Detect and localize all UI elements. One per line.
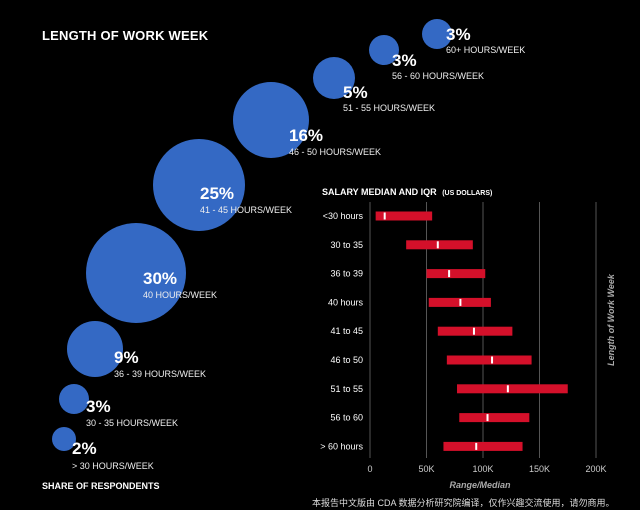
bubble-percent: 16% [289, 126, 324, 145]
y-category-label: 46 to 50 [330, 355, 363, 365]
bubble-percent: 3% [86, 397, 111, 416]
y-category-label: 51 to 55 [330, 384, 363, 394]
median-marker [475, 442, 478, 450]
salary-x-ticks: 0 50K 100K 150K 200K [367, 464, 606, 474]
bubble-percent: 5% [343, 83, 368, 102]
bubble-percent: 25% [200, 184, 235, 203]
svg-text:SALARY MEDIAN AND IQR (US: SALARY MEDIAN AND IQR (US DOLLARS) [322, 187, 492, 197]
median-marker [448, 270, 451, 278]
median-marker [491, 356, 494, 364]
y-category-label: 56 to 60 [330, 413, 363, 423]
bubble-category: 36 - 39 HOURS/WEEK [114, 369, 207, 379]
y-category-label: 30 to 35 [330, 240, 363, 250]
bubble-percent: 3% [392, 51, 417, 70]
bubble-3pct-high [422, 19, 452, 49]
iqr-bar [406, 240, 473, 250]
bubble-3pct-low [59, 384, 89, 414]
median-marker [486, 414, 489, 422]
median-marker [459, 298, 462, 306]
bubble-chart-title: LENGTH OF WORK WEEK [42, 28, 209, 43]
iqr-bar [443, 441, 523, 451]
bubble-label-16pct: 16% 46 - 50 HOURS/WEEK [289, 127, 381, 157]
bubble-percent: 2% [72, 439, 97, 458]
salary-chart-title-unit: (US DOLLARS) [442, 190, 492, 197]
iqr-bar [437, 326, 513, 336]
bubble-category: 40 HOURS/WEEK [143, 290, 218, 300]
bubble-label-2pct: 2% > 30 HOURS/WEEK [72, 440, 154, 471]
bubble-label-5pct: 5% 51 - 55 HOURS/WEEK [343, 84, 435, 113]
footnote: 本报告中文版由 CDA 数据分析研究院编译，仅作兴趣交流使用，请勿商用。 [312, 498, 615, 508]
salary-x-axis-label: Range/Median [449, 480, 511, 490]
iqr-bar [375, 211, 433, 221]
y-category-label: 41 to 45 [330, 326, 363, 336]
bubble-16pct [233, 82, 309, 158]
x-tick-label: 0 [367, 464, 372, 474]
bubble-category: 30 - 35 HOURS/WEEK [86, 418, 179, 428]
salary-rows: <30 hours 30 to 35 36 to 39 40 hours 41 to 4… [320, 211, 568, 451]
bubble-category: 60+ HOURS/WEEK [446, 45, 526, 55]
bubble-label-3pct-mid: 3% 56 - 60 HOURS/WEEK [392, 52, 484, 81]
x-tick-label: 150K [529, 464, 550, 474]
y-category-label: 36 to 39 [330, 269, 363, 279]
salary-chart-title: SALARY MEDIAN AND IQR [322, 187, 437, 197]
bubble-category: 51 - 55 HOURS/WEEK [343, 103, 436, 113]
x-tick-label: 200K [585, 464, 606, 474]
bubble-label-3pct-low: 3% 30 - 35 HOURS/WEEK [86, 398, 178, 428]
bubble-2pct [52, 427, 76, 451]
bubble-category: > 30 HOURS/WEEK [72, 461, 154, 471]
bubble-3pct-mid [369, 35, 399, 65]
iqr-bar [457, 384, 568, 394]
bubble-label-3pct-high: 3% 60+ HOURS/WEEK [446, 26, 525, 55]
median-marker [383, 212, 386, 220]
bubble-5pct [313, 57, 355, 99]
bubble-9pct [67, 321, 123, 377]
x-tick-label: 50K [418, 464, 434, 474]
bubble-category: 46 - 50 HOURS/WEEK [289, 147, 382, 157]
salary-y-axis-label: Length of Work Week [606, 273, 616, 366]
median-marker [436, 241, 439, 249]
bubble-30pct [86, 223, 186, 323]
bubble-percent: 3% [446, 25, 471, 44]
bubble-label-25pct: 25% 41 - 45 HOURS/WEEK [200, 185, 292, 215]
y-category-label: <30 hours [323, 211, 364, 221]
iqr-bar [426, 269, 486, 279]
x-tick-label: 100K [472, 464, 493, 474]
bubble-label-9pct: 9% 36 - 39 HOURS/WEEK [114, 349, 206, 379]
bubble-label-30pct: 30% 40 HOURS/WEEK [143, 270, 217, 300]
y-category-label: > 60 hours [320, 441, 363, 451]
median-marker [472, 327, 475, 335]
iqr-bar [446, 355, 532, 365]
bubble-percent: 30% [143, 269, 178, 288]
bubble-category: 41 - 45 HOURS/WEEK [200, 205, 293, 215]
bubble-percent: 9% [114, 348, 139, 367]
iqr-bar [459, 413, 530, 423]
y-category-label: 40 hours [328, 297, 364, 307]
bubble-25pct [153, 139, 245, 231]
bubble-category: 56 - 60 HOURS/WEEK [392, 71, 485, 81]
bubble-chart-footer-label: SHARE OF RESPONDENTS [42, 481, 160, 491]
median-marker [506, 385, 509, 393]
